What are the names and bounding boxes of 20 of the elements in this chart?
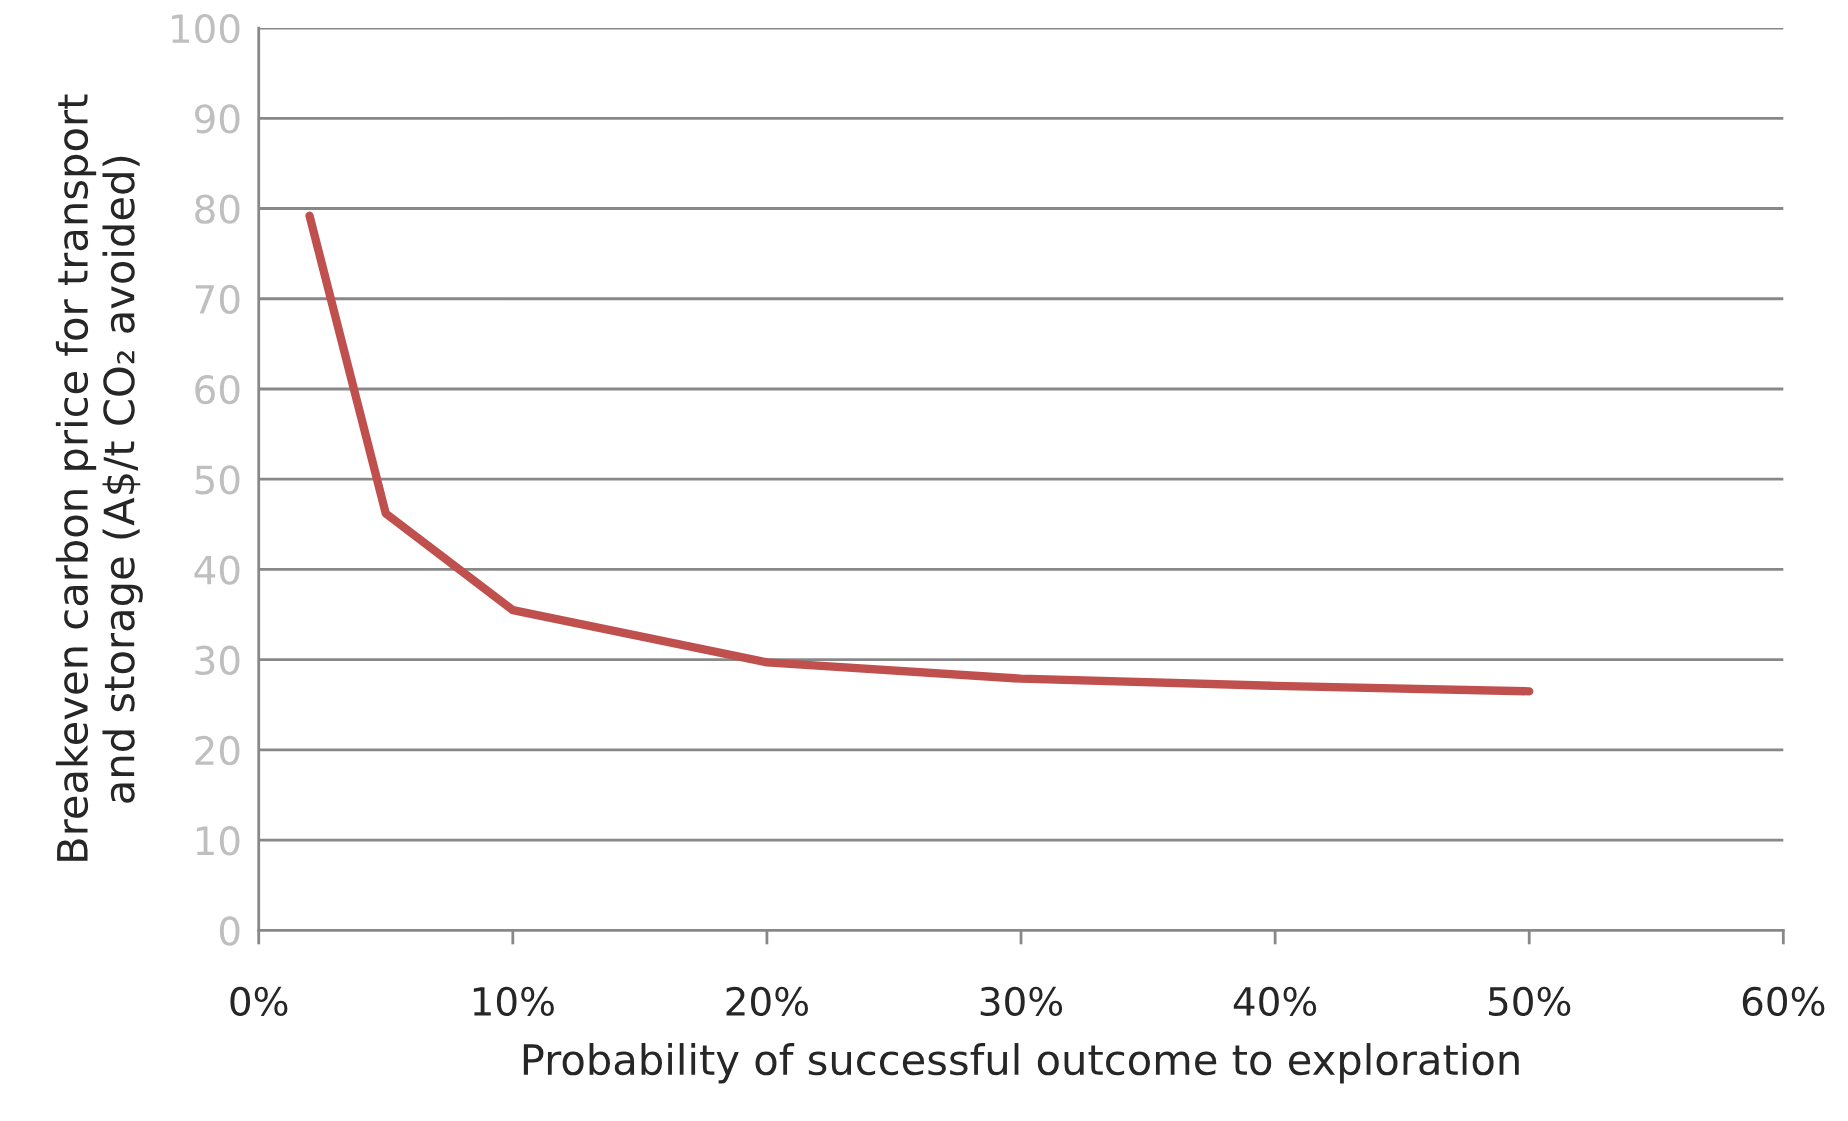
y-tick-label: 50: [195, 465, 240, 495]
x-axis-title: Probability of successful outcome to exploration: [523, 1043, 1519, 1084]
y-tick-label: 20: [195, 735, 240, 766]
y-tick-label: 100: [172, 13, 240, 44]
x-tick-label: 40%: [1233, 986, 1317, 1017]
x-tick-label: 20%: [726, 986, 808, 1017]
y-tick-label: 70: [195, 284, 240, 315]
y-tick-label: 60: [195, 374, 240, 405]
y-tick-label: 80: [195, 194, 240, 224]
y-tick-label: 0: [219, 916, 240, 946]
y-tick-label: 90: [195, 104, 240, 134]
x-tick-label: 60%: [1742, 986, 1825, 1017]
x-tick-label: 30%: [980, 986, 1063, 1017]
x-tick-label: 50%: [1489, 986, 1571, 1017]
y-tick-label: 40: [194, 555, 240, 585]
y-tick-label: 30: [195, 645, 240, 676]
y-axis-title: Breakeven carbon price for transport and storage (A$/t CO₂ avoided): [55, 94, 143, 861]
y-tick-label: 10: [196, 826, 240, 856]
x-tick-label: 10%: [473, 986, 554, 1017]
x-tick-label: 0%: [230, 986, 288, 1017]
